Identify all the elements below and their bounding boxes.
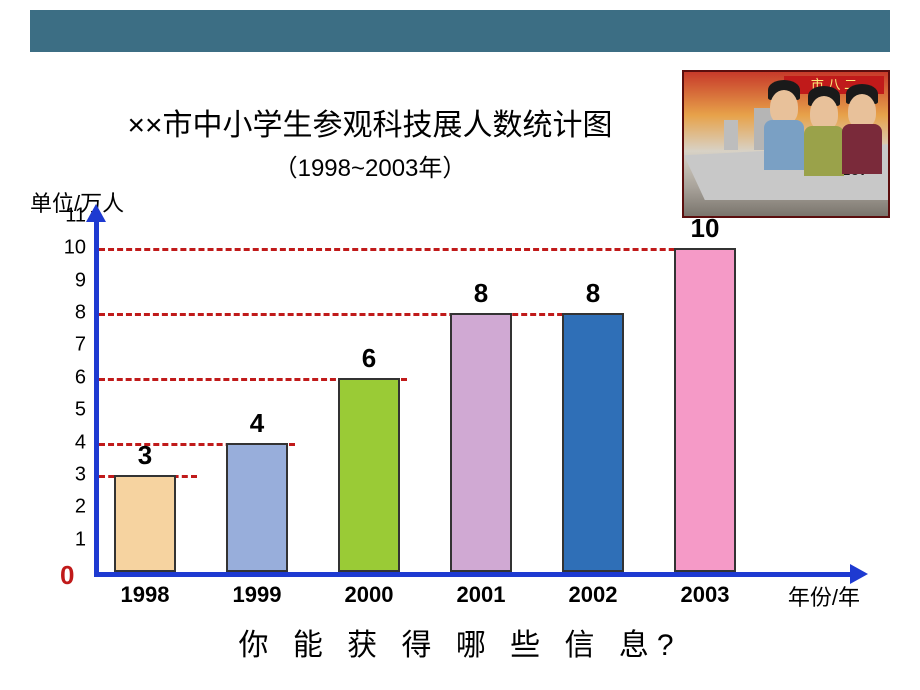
y-tick-label: 10 — [36, 237, 86, 260]
photo-person — [848, 94, 876, 128]
bar — [114, 475, 176, 572]
chart-title-block: ××市中小学生参观科技展人数统计图 （1998~2003年） — [60, 100, 680, 183]
bar-value-label: 8 — [562, 278, 624, 309]
y-axis-arrow-icon — [86, 204, 106, 222]
inset-photo: 市 八 二 167 — [682, 70, 890, 218]
bar-chart: 0 1234567891011 3468810 1998199920002001… — [30, 216, 860, 606]
chart-title: ××市中小学生参观科技展人数统计图 — [60, 100, 680, 144]
x-tick-label: 2000 — [324, 582, 414, 608]
y-tick-label: 9 — [36, 269, 86, 292]
slide-header-band — [30, 10, 890, 52]
y-tick-label: 2 — [36, 496, 86, 519]
x-axis — [94, 572, 854, 577]
photo-person — [764, 120, 804, 170]
x-tick-label: 2003 — [660, 582, 750, 608]
y-tick-label: 7 — [36, 334, 86, 357]
reference-line — [99, 313, 617, 316]
y-tick-label: 1 — [36, 528, 86, 551]
x-tick-label: 1998 — [100, 582, 190, 608]
bar — [450, 313, 512, 572]
bar-value-label: 6 — [338, 343, 400, 374]
y-tick-label: 5 — [36, 399, 86, 422]
y-tick-label: 11 — [36, 205, 86, 228]
bar — [562, 313, 624, 572]
photo-ship-tower — [724, 120, 738, 150]
chart-subtitle: （1998~2003年） — [60, 148, 680, 183]
y-tick-label: 4 — [36, 431, 86, 454]
origin-label: 0 — [60, 560, 74, 591]
photo-person — [770, 90, 798, 124]
bar-value-label: 4 — [226, 408, 288, 439]
bar — [338, 378, 400, 572]
x-tick-label: 2001 — [436, 582, 526, 608]
reference-line — [99, 248, 729, 251]
y-tick-label: 8 — [36, 302, 86, 325]
photo-person — [804, 126, 844, 176]
y-tick-label: 6 — [36, 366, 86, 389]
x-axis-title: 年份/年 — [788, 580, 860, 612]
photo-person — [842, 124, 882, 174]
bar-value-label: 3 — [114, 440, 176, 471]
y-axis — [94, 216, 99, 576]
x-tick-label: 1999 — [212, 582, 302, 608]
bar-value-label: 8 — [450, 278, 512, 309]
y-tick-label: 3 — [36, 463, 86, 486]
bar — [226, 443, 288, 572]
question-text: 你 能 获 得 哪 些 信 息? — [0, 620, 920, 664]
x-tick-label: 2002 — [548, 582, 638, 608]
bar-value-label: 10 — [674, 213, 736, 244]
bar — [674, 248, 736, 572]
photo-person — [810, 96, 838, 130]
